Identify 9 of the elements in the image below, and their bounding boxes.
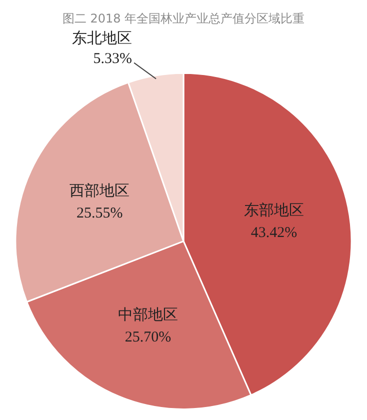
data-label: 5.33% [93, 50, 132, 67]
slice-label: 中部地区 [118, 306, 178, 324]
data-label: 25.70% [124, 329, 172, 346]
slice-label: 东部地区 [244, 202, 304, 220]
chart-title: 图二 2018 年全国林业产业总产值分区域比重 [62, 11, 305, 26]
slice-label: 东北地区 [72, 30, 132, 47]
data-label: 25.55% [76, 205, 123, 222]
data-label: 43.42% [250, 225, 298, 242]
slice-label: 西部地区 [70, 182, 130, 200]
